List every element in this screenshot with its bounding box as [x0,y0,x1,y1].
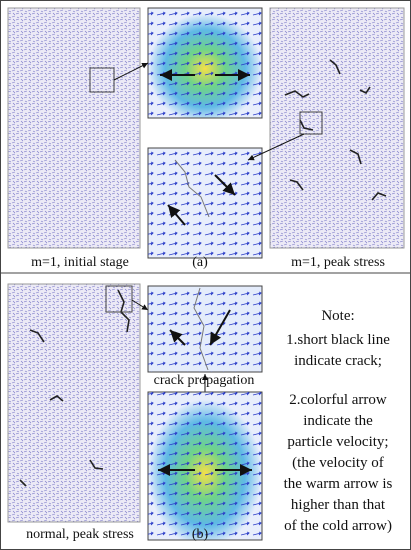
zoom-image [147,391,263,541]
note-title: Note: [321,308,354,324]
zoom-image [147,285,263,373]
panel-label: (b) [192,527,209,542]
connector [113,62,149,81]
caption: m=1, initial stage [31,255,129,270]
connector [131,299,149,311]
caption: m=1, peak stress [291,255,385,270]
note-line: indicate the [303,413,373,429]
note-line: 1.short black line [286,332,390,348]
note-line: particle velocity; [287,434,388,450]
note-line: higher than that [291,497,386,513]
sample-image [7,7,141,249]
zoom-box [105,285,133,313]
connector [247,133,305,161]
sample-image [269,7,405,249]
note-line: indicate crack; [294,353,382,369]
zoom-box [299,111,323,135]
panel-label: (a) [192,255,208,270]
note-line: 2.colorful arrow [289,392,387,408]
cracks [284,59,387,201]
caption: normal, peak stress [26,527,134,542]
note-line: (the velocity of [292,455,384,471]
note-line: of the cold arrow) [284,518,392,534]
caption: crack propagation [154,373,255,388]
zoom-image [147,7,263,119]
note-line: the warm arrow is [284,476,393,492]
sample-image [7,283,141,523]
zoom-image [147,147,263,259]
note: Note: 1.short black line indicate crack; 2… [284,308,393,534]
